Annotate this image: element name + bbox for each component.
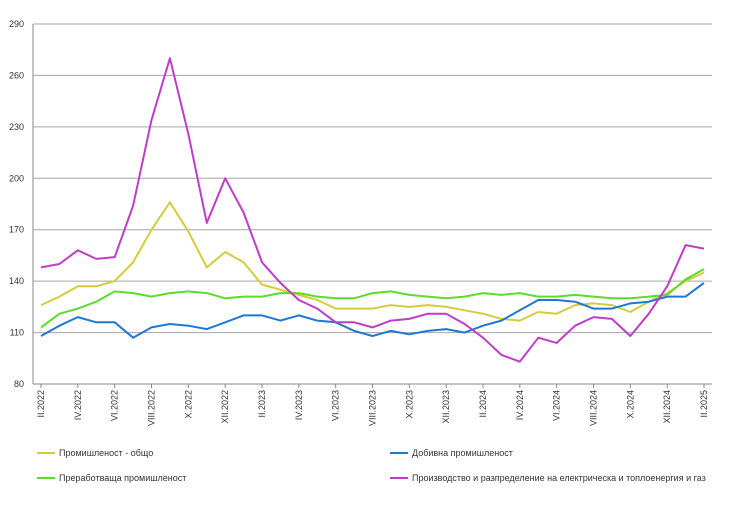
x-tick-label: X.2022	[183, 390, 193, 419]
x-tick-labels: II.2022 IV.2022 VI.2022 VIII.2022 X.2022 XII.…	[36, 384, 709, 426]
x-tick-label: II.2025	[699, 390, 709, 418]
legend-swatch-4	[390, 477, 408, 479]
x-tick-label: IV.2022	[73, 390, 83, 420]
x-tick-label: II.2022	[36, 390, 46, 418]
legend-item-4: Производство и разпределение на електрич…	[390, 473, 706, 483]
x-tick-label: VI.2022	[110, 390, 120, 421]
x-tick-label: VIII.2024	[589, 390, 599, 426]
x-tick-label: XII.2022	[220, 390, 230, 424]
y-tick-label: 140	[9, 276, 24, 286]
y-tick-label: 110	[10, 328, 24, 338]
y-tick-labels: 80 110 140 170 200 230 260 290	[9, 19, 24, 389]
x-tick-label: VIII.2022	[147, 390, 157, 426]
legend-swatch-1	[37, 452, 55, 454]
x-tick-label: VI.2023	[331, 390, 341, 421]
grid-lines	[33, 23, 712, 334]
y-tick-label: 290	[9, 19, 24, 29]
x-tick-label: II.2023	[257, 390, 267, 418]
x-tick-label: IV.2023	[294, 390, 304, 420]
x-tick-label: VI.2024	[552, 390, 562, 421]
x-tick-label: X.2024	[625, 390, 635, 419]
legend-item-1: Промишленост - общо	[37, 448, 153, 458]
series-line-1	[40, 201, 705, 322]
legend-item-2: Добивна промишленост	[390, 448, 513, 458]
x-tick-label: II.2024	[478, 390, 488, 418]
legend-label-4: Производство и разпределение на електрич…	[412, 473, 706, 483]
x-tick-label: IV.2024	[515, 390, 525, 420]
y-tick-label: 200	[9, 173, 24, 183]
series-lines	[40, 57, 705, 363]
x-tick-label: X.2023	[404, 390, 414, 419]
series-line-2	[40, 282, 705, 339]
series-line-3	[40, 268, 705, 329]
x-tick-label: XII.2024	[662, 390, 672, 424]
y-tick-label: 80	[14, 379, 24, 389]
legend-label-1: Промишленост - общо	[59, 448, 154, 458]
legend-item-3: Преработваща промишленост	[37, 473, 186, 483]
legend-label-2: Добивна промишленост	[412, 448, 513, 458]
x-tick-label: VIII.2023	[368, 390, 378, 426]
x-tick-label: XII.2023	[441, 390, 451, 424]
legend-swatch-2	[390, 452, 408, 454]
series-line-4	[40, 57, 705, 363]
legend-label-3: Преработваща промишленост	[59, 473, 187, 483]
y-tick-label: 170	[9, 225, 24, 235]
y-tick-label: 260	[9, 70, 24, 80]
legend-swatch-3	[37, 477, 55, 479]
y-tick-label: 230	[9, 122, 24, 132]
